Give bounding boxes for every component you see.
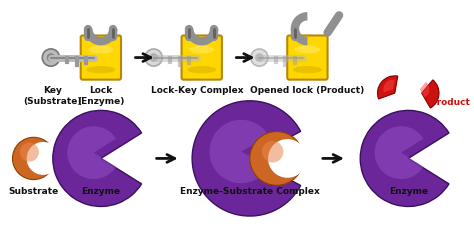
Circle shape	[46, 53, 55, 62]
Circle shape	[268, 139, 307, 178]
Wedge shape	[377, 76, 398, 99]
Wedge shape	[210, 120, 269, 183]
FancyBboxPatch shape	[287, 36, 328, 80]
Text: Lock-Key Complex: Lock-Key Complex	[151, 86, 243, 95]
Text: Enzyme-Substrate Complex: Enzyme-Substrate Complex	[180, 187, 319, 196]
Circle shape	[145, 49, 162, 66]
Text: Substrate: Substrate	[9, 187, 59, 196]
Circle shape	[251, 49, 268, 66]
Circle shape	[42, 49, 60, 66]
Ellipse shape	[295, 45, 320, 54]
Circle shape	[149, 53, 158, 62]
Ellipse shape	[189, 45, 215, 54]
Text: Enzyme: Enzyme	[82, 187, 120, 196]
Ellipse shape	[187, 66, 216, 73]
FancyBboxPatch shape	[182, 36, 222, 80]
Circle shape	[20, 143, 39, 162]
Circle shape	[27, 142, 60, 175]
FancyBboxPatch shape	[81, 36, 121, 80]
Ellipse shape	[293, 66, 322, 73]
Ellipse shape	[86, 66, 116, 73]
Text: Key
(Substrate): Key (Substrate)	[24, 86, 82, 106]
Wedge shape	[192, 101, 301, 216]
Text: Product: Product	[430, 98, 470, 107]
Wedge shape	[420, 82, 429, 98]
Text: Opened lock (Product): Opened lock (Product)	[250, 86, 365, 95]
Wedge shape	[383, 80, 394, 93]
Ellipse shape	[88, 45, 114, 54]
Circle shape	[12, 137, 55, 180]
Circle shape	[262, 141, 283, 162]
Wedge shape	[53, 110, 142, 206]
Text: Lock
(Enzyme): Lock (Enzyme)	[77, 86, 125, 106]
Text: Enzyme: Enzyme	[389, 187, 428, 196]
Wedge shape	[422, 80, 439, 108]
Circle shape	[250, 132, 303, 185]
Wedge shape	[374, 126, 423, 179]
Wedge shape	[360, 110, 449, 206]
Wedge shape	[67, 126, 116, 179]
Circle shape	[255, 53, 264, 62]
